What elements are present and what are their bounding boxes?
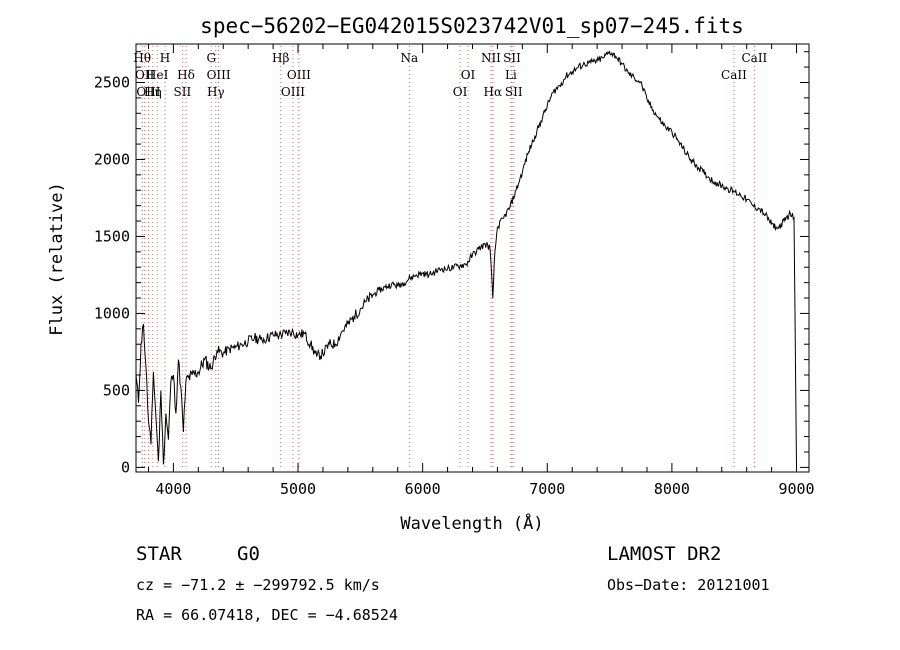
y-axis-label: Flux (relative) bbox=[47, 182, 67, 336]
y-tick-label: 2000 bbox=[94, 150, 130, 168]
spectrum-line bbox=[135, 50, 797, 468]
y-tick-label: 1000 bbox=[94, 304, 130, 322]
y-tick-label: 1500 bbox=[94, 227, 130, 245]
object-class: STAR bbox=[136, 543, 182, 565]
chart-title: spec−56202−EG042015S023742V01_sp07−245.f… bbox=[200, 14, 744, 38]
x-tick-label: 5000 bbox=[280, 480, 316, 498]
plot-frame bbox=[135, 43, 810, 473]
line-label-9: Hγ bbox=[207, 85, 225, 99]
spectral-line-labels: HθOIIOIIIHηHeIHHδSIIGHγOIIIHβOIIIOIIINaO… bbox=[133, 51, 767, 99]
x-axis-label: Wavelength (Å) bbox=[400, 512, 543, 534]
line-label-3: Hη bbox=[144, 85, 162, 99]
line-label-20: Li bbox=[505, 68, 517, 82]
x-tick-label: 8000 bbox=[654, 480, 690, 498]
line-label-1: OII bbox=[135, 68, 155, 82]
y-tick-label: 500 bbox=[103, 381, 130, 399]
y-tick-label: 0 bbox=[121, 458, 130, 476]
line-label-13: OIII bbox=[287, 68, 311, 82]
y-axis: 0 500 1000 1500 2000 2500 bbox=[94, 51, 809, 476]
line-label-8: G bbox=[206, 51, 216, 65]
line-label-18: Hα bbox=[484, 85, 503, 99]
obs-date-text: Obs−Date: 20121001 bbox=[607, 576, 770, 594]
spectral-line-markers bbox=[141, 46, 755, 470]
x-tick-label: 7000 bbox=[529, 480, 565, 498]
line-label-6: Hδ bbox=[177, 68, 195, 82]
y-tick-label: 2500 bbox=[94, 73, 130, 91]
line-label-22: CaII bbox=[721, 68, 747, 82]
line-label-11: Hβ bbox=[272, 51, 289, 65]
x-tick-label: 4000 bbox=[155, 480, 191, 498]
line-label-5: H bbox=[160, 51, 170, 65]
line-label-23: CaII bbox=[741, 51, 767, 65]
line-label-14: Na bbox=[400, 51, 418, 65]
line-label-0: Hθ bbox=[133, 51, 151, 65]
survey-name: LAMOST DR2 bbox=[607, 543, 721, 565]
redshift-text: cz = −71.2 ± −299792.5 km/s bbox=[136, 576, 380, 594]
line-label-16: OI bbox=[461, 68, 476, 82]
line-label-15: OI bbox=[453, 85, 468, 99]
x-tick-label: 9000 bbox=[778, 480, 814, 498]
object-subclass: G0 bbox=[237, 543, 260, 565]
line-label-7: SII bbox=[174, 85, 192, 99]
line-label-12: OIII bbox=[281, 85, 305, 99]
x-tick-label: 6000 bbox=[405, 480, 441, 498]
x-axis: 4000 5000 6000 7000 8000 9000 bbox=[147, 44, 815, 498]
line-label-4: HeI bbox=[146, 68, 169, 82]
line-label-19: SII bbox=[503, 51, 521, 65]
line-label-21: SII bbox=[505, 85, 523, 99]
line-label-17: NII bbox=[481, 51, 501, 65]
line-label-10: OIII bbox=[207, 68, 231, 82]
coordinates-text: RA = 66.07418, DEC = −4.68524 bbox=[136, 606, 398, 624]
line-label-2: OIII bbox=[136, 85, 160, 99]
